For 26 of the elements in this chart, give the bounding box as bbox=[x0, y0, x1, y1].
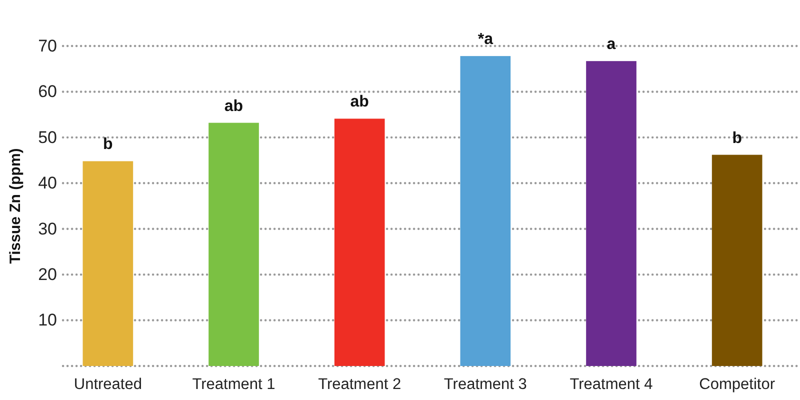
annotation: ab bbox=[350, 94, 370, 111]
y-tick-label: 70 bbox=[38, 36, 57, 56]
annotation: b bbox=[732, 130, 742, 147]
y-axis-title: Tissue Zn (ppm) bbox=[7, 148, 24, 264]
bar bbox=[82, 161, 134, 366]
x-tick-label: Untreated bbox=[74, 376, 142, 394]
y-tick-label: 30 bbox=[38, 219, 57, 238]
annotation: a bbox=[606, 36, 616, 54]
y-tick-label: 10 bbox=[38, 310, 57, 330]
bar bbox=[586, 61, 636, 366]
y-tick-label: 50 bbox=[38, 128, 57, 147]
x-tick-label: Treatment 4 bbox=[570, 376, 654, 394]
bar bbox=[208, 122, 259, 366]
y-tick-label: 20 bbox=[38, 265, 57, 284]
bar bbox=[712, 154, 762, 366]
bar bbox=[334, 118, 385, 366]
annotation: ab bbox=[224, 98, 244, 115]
y-tick-label: 40 bbox=[38, 174, 57, 193]
y-tick-label: 60 bbox=[38, 82, 57, 102]
x-tick-label: Treatment 1 bbox=[192, 376, 276, 394]
annotation: b bbox=[103, 136, 114, 154]
annotation: *a bbox=[478, 31, 494, 48]
x-tick-label: Treatment 3 bbox=[444, 376, 527, 394]
x-tick-label: Treatment 2 bbox=[318, 376, 402, 394]
x-tick-label: Competitor bbox=[699, 376, 775, 394]
bar bbox=[460, 56, 511, 366]
